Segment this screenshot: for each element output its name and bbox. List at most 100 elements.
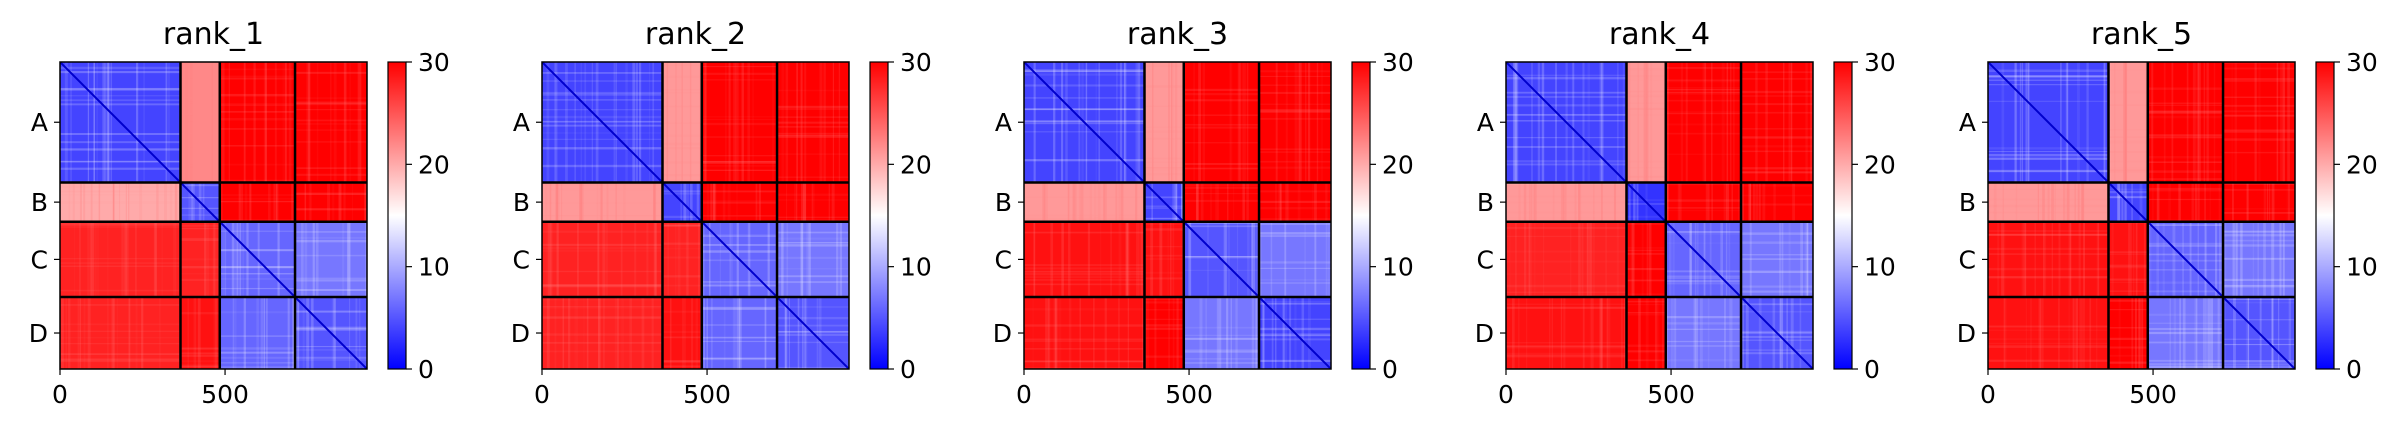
heatmap-stripe [798, 297, 801, 369]
heatmap-block-AC [219, 62, 296, 183]
heatmap-stripe [1805, 221, 1809, 298]
heatmap-stripe [1733, 62, 1735, 183]
heatmap-stripe [2147, 253, 2224, 256]
heatmap-stripe [2178, 182, 2181, 222]
heatmap-stripe [1033, 221, 1036, 298]
heatmap-block-AD [777, 62, 849, 183]
heatmap-stripe [2202, 297, 2206, 369]
heatmap-stripe [2205, 297, 2209, 369]
heatmap-stripe [180, 184, 220, 187]
heatmap-stripe [174, 221, 177, 298]
heatmap-stripe [153, 221, 157, 298]
heatmap-stripe [662, 142, 702, 146]
heatmap-stripe [295, 277, 367, 281]
heatmap-stripe [711, 297, 713, 369]
heatmap-stripe [1626, 359, 1666, 362]
y-tick-label: A [513, 108, 530, 137]
heatmap-stripe [2254, 62, 2257, 183]
heatmap-stripe [777, 176, 849, 178]
heatmap-stripe [1172, 182, 1176, 222]
heatmap-stripe [2286, 182, 2290, 222]
heatmap-stripe [2213, 62, 2216, 183]
heatmap-stripe [180, 207, 220, 209]
heatmap-stripe [662, 275, 702, 277]
heatmap-stripe [1626, 95, 1666, 98]
heatmap-stripe [710, 182, 713, 222]
heatmap-stripe [60, 223, 181, 225]
heatmap-stripe [1259, 338, 1331, 341]
heatmap-stripe [60, 161, 181, 163]
heatmap-stripe [154, 221, 158, 298]
heatmap-stripe [701, 122, 778, 126]
heatmap-stripe [342, 221, 345, 298]
heatmap-stripe [180, 354, 220, 357]
heatmap-stripe [758, 182, 761, 222]
heatmap-stripe [713, 182, 717, 222]
heatmap-stripe [1095, 62, 1097, 183]
heatmap-stripe [1665, 341, 1742, 343]
heatmap-stripe [307, 62, 311, 183]
heatmap-stripe [2078, 221, 2081, 298]
heatmap-stripe [1804, 221, 1807, 298]
heatmap-stripe [662, 147, 702, 150]
heatmap-stripe [2072, 297, 2075, 369]
heatmap-stripe [60, 265, 181, 267]
heatmap-stripe [2131, 182, 2133, 222]
heatmap-stripe [2223, 114, 2295, 117]
heatmap-stripe [2074, 182, 2076, 222]
heatmap-stripe [60, 223, 181, 225]
heatmap-stripe [2108, 362, 2148, 364]
heatmap-stripe [777, 116, 849, 118]
panel-title: rank_1 [163, 17, 264, 52]
heatmap-stripe [701, 116, 778, 118]
heatmap-stripe [555, 221, 559, 298]
heatmap-stripe [295, 123, 367, 125]
heatmap-stripe [222, 221, 225, 298]
heatmap-stripe [2118, 297, 2121, 369]
x-tick-label: 0 [534, 380, 550, 409]
panel-title: rank_3 [1127, 17, 1228, 52]
heatmap-stripe [562, 297, 565, 369]
x-tick-label: 500 [2129, 380, 2177, 409]
heatmap-stripe [1316, 62, 1319, 183]
heatmap-stripe [549, 182, 552, 222]
heatmap-stripe [2209, 182, 2211, 222]
heatmap-stripe [777, 132, 849, 135]
heatmap-stripe [2156, 221, 2160, 298]
heatmap-stripe [253, 62, 256, 183]
heatmap-stripe [169, 182, 173, 222]
heatmap-stripe [295, 239, 367, 243]
heatmap-stripe [2108, 346, 2148, 349]
heatmap-stripe [1506, 91, 1627, 94]
heatmap-stripe [1506, 104, 1627, 107]
heatmap-stripe [211, 62, 213, 183]
heatmap-stripe [1988, 75, 2109, 79]
heatmap-stripe [1285, 297, 1287, 369]
heatmap-stripe [681, 297, 685, 369]
colorbar-tick-label: 20 [900, 150, 932, 179]
heatmap-stripe [1645, 297, 1649, 369]
heatmap-stripe [135, 221, 137, 298]
heatmap-stripe [1259, 302, 1331, 305]
heatmap-stripe [1199, 297, 1203, 369]
heatmap-stripe [1506, 250, 1627, 253]
x-tick-label: 0 [1980, 380, 1996, 409]
heatmap-stripe [1183, 326, 1260, 329]
heatmap-stripe [60, 160, 181, 163]
heatmap-stripe [219, 77, 296, 79]
heatmap-stripe [2019, 62, 2022, 183]
heatmap-stripe [1792, 182, 1796, 222]
heatmap-stripe [1118, 182, 1120, 222]
heatmap-stripe [1509, 221, 1511, 298]
heatmap-stripe [1024, 73, 1145, 76]
heatmap-stripe [1506, 303, 1627, 305]
heatmap-stripe [1586, 221, 1590, 298]
heatmap-stripe [542, 350, 663, 353]
heatmap-stripe [87, 62, 90, 183]
heatmap-stripe [1183, 193, 1260, 195]
heatmap-stripe [1805, 62, 1808, 183]
heatmap-stripe [244, 182, 248, 222]
heatmap-stripe [60, 225, 181, 228]
heatmap-stripe [1606, 297, 1609, 369]
heatmap-stripe [107, 221, 109, 298]
